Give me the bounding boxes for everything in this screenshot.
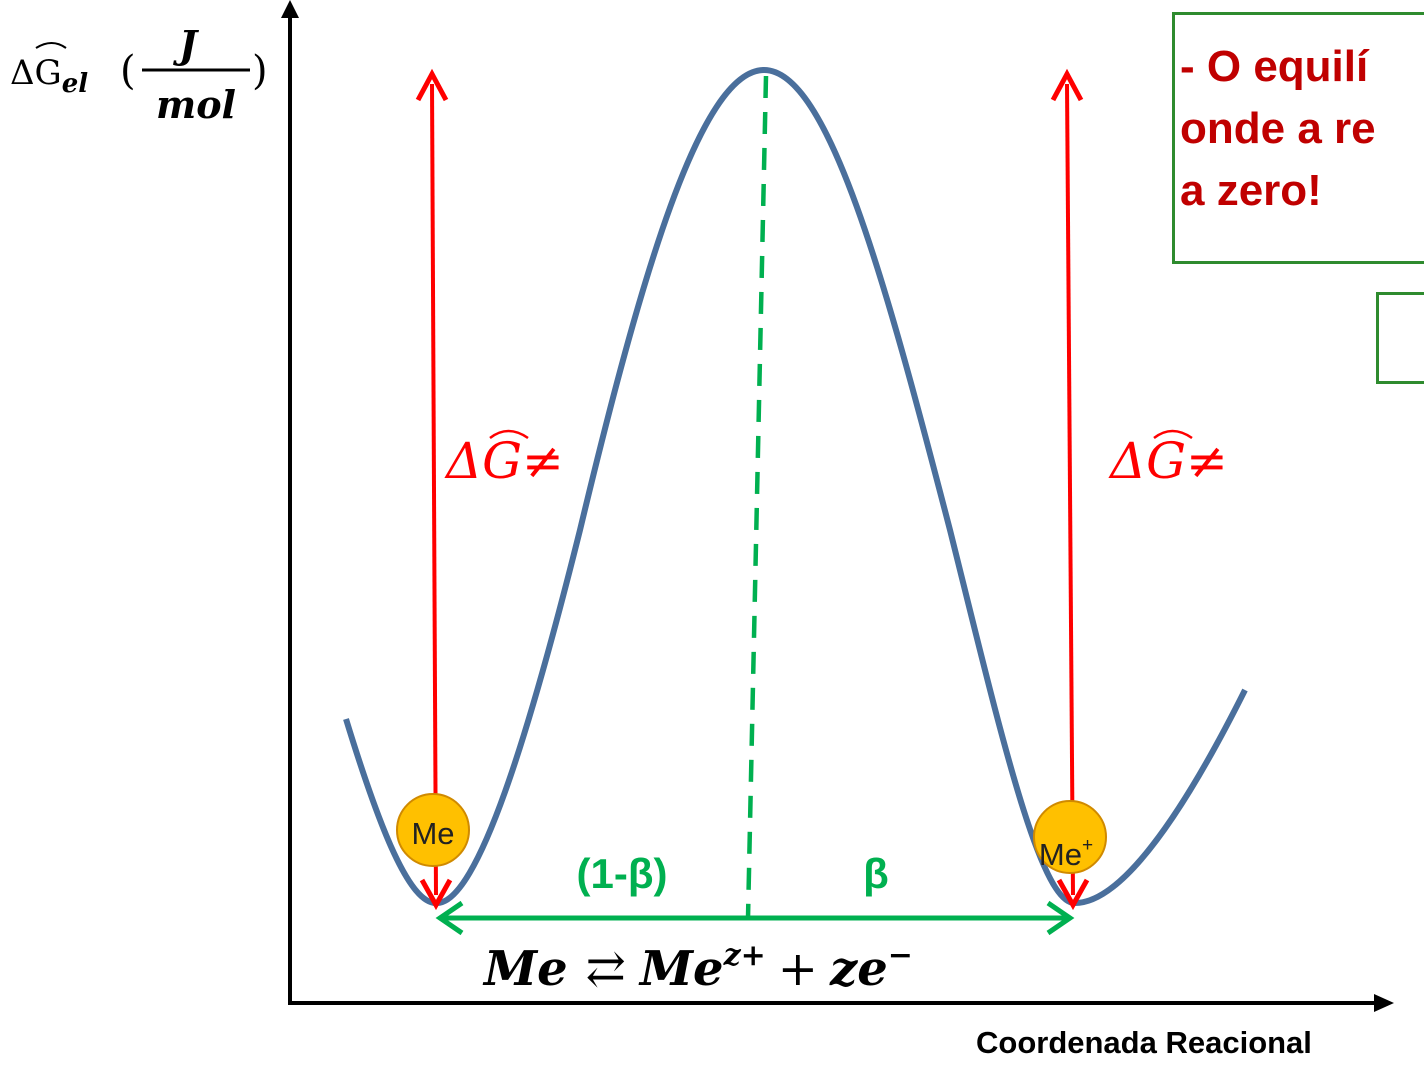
reaction-equation: Me ⇄ Mez+ + ze− (482, 938, 913, 997)
product-ball-label: Me+ (1039, 835, 1093, 872)
left-barrier-arrow (430, 83, 438, 896)
span-arrowhead-right (1046, 900, 1075, 936)
transition-state-dashed-line (745, 75, 769, 919)
equilibrium-callout-box (1172, 12, 1424, 264)
y-axis-arrowhead (281, 0, 299, 18)
callout-line-2: onde a re (1180, 104, 1376, 153)
reactant-ball (396, 793, 470, 867)
callout-line-1: - O equilí (1180, 42, 1369, 91)
svg-text:ΔG≠: ΔG≠ (1108, 432, 1228, 490)
svg-text:): ) (252, 48, 268, 94)
x-axis-label: Coordenada Reacional (976, 1025, 1312, 1060)
svg-text:ΔG≠: ΔG≠ (444, 432, 564, 490)
reactant-ball-label: Me (411, 816, 454, 851)
product-ball (1033, 800, 1107, 874)
secondary-callout-box (1376, 292, 1424, 384)
svg-text:ΔGel: ΔGel (10, 53, 88, 99)
fraction-right-label: β (863, 850, 889, 897)
svg-text:mol: mol (156, 82, 236, 127)
equilibrium-callout-text: - O equilí onde a re a zero! (1180, 36, 1424, 222)
svg-text:(: ( (120, 48, 136, 94)
left-barrier-label: ΔG≠ (444, 429, 564, 490)
right-barrier-label: ΔG≠ (1108, 429, 1228, 490)
right-barrier-arrowhead-bottom (1056, 878, 1090, 911)
x-axis-arrowhead (1374, 994, 1394, 1012)
span-arrowhead-left (435, 900, 464, 936)
right-barrier-arrow (1065, 83, 1075, 896)
svg-text:J: J (173, 22, 200, 67)
left-barrier-arrowhead-bottom (419, 878, 453, 911)
y-axis-label: ΔGel ( J mol ) (10, 22, 268, 127)
callout-line-3: a zero! (1180, 166, 1322, 215)
right-barrier-arrowhead-top (1050, 68, 1084, 102)
left-barrier-arrowhead-top (415, 68, 449, 102)
energy-curve (343, 66, 1248, 907)
fraction-left-label: (1-β) (577, 850, 668, 897)
